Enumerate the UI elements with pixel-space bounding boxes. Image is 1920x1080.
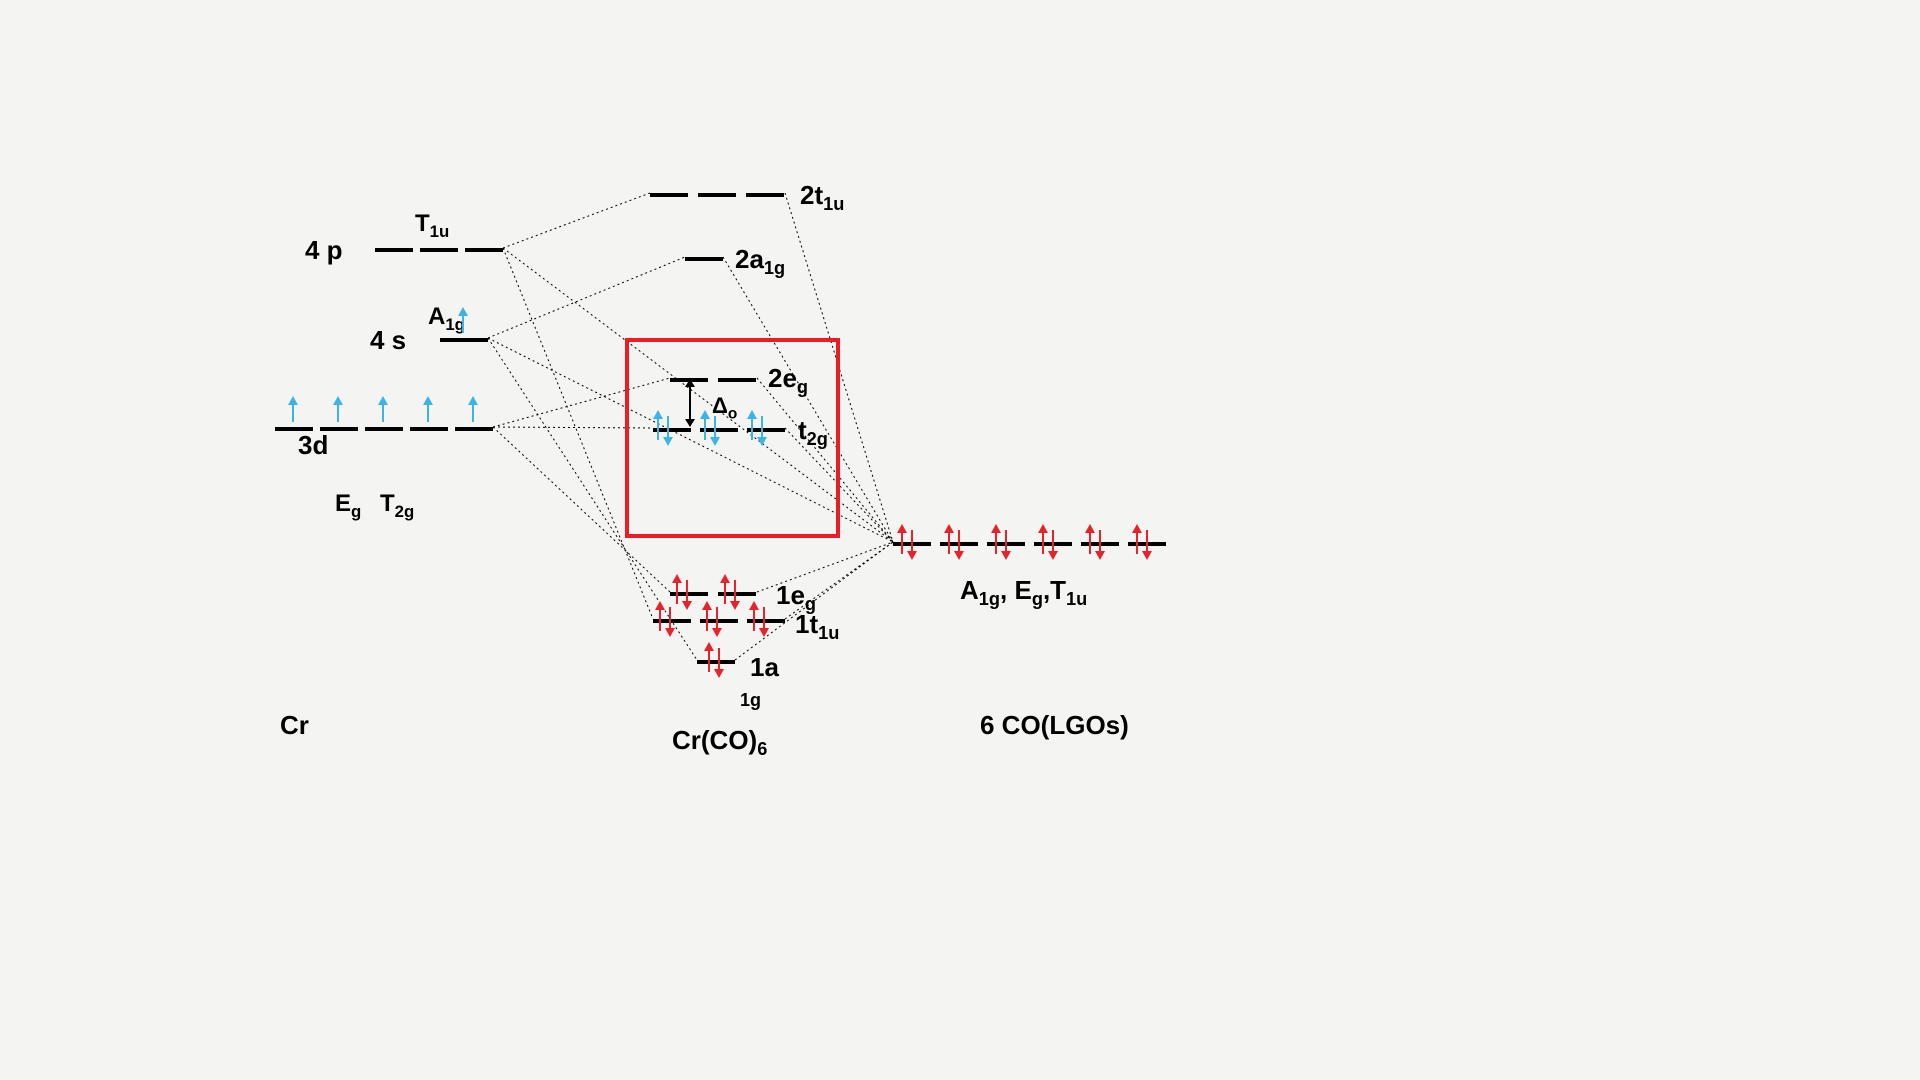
spin-up-arrow [337,397,339,427]
energy-level [465,248,503,252]
spin-down-arrow [958,525,960,559]
mo-label-1t1u: 1t1u [795,609,839,644]
energy-level [698,193,736,197]
energy-level [650,193,688,197]
spin-up-arrow [462,308,464,338]
spin-up-arrow [382,397,384,427]
mo-sub-1a1g: 1g [740,690,761,711]
energy-level [746,193,784,197]
energy-level [697,660,735,664]
spin-up-arrow [724,575,726,609]
spin-down-arrow [734,575,736,609]
spin-down-arrow [686,575,688,609]
spin-up-arrow [1089,525,1091,559]
spin-up-arrow [1042,525,1044,559]
spin-down-arrow [669,602,671,636]
correlation-line [488,257,685,338]
label-4p: 4 p [305,235,343,266]
spin-up-arrow [659,602,661,636]
symmetry-eg: Eg [335,490,361,522]
label-crco6: Cr(CO)6 [672,725,767,760]
energy-level [410,427,448,431]
spin-down-arrow [1005,525,1007,559]
label-3d: 3d [298,430,328,461]
spin-down-arrow [1146,525,1148,559]
spin-up-arrow [753,602,755,636]
spin-down-arrow [911,525,913,559]
mo-label-1a1g: 1a [750,652,779,683]
correlation-line [503,193,650,248]
spin-up-arrow [1136,525,1138,559]
energy-level [375,248,413,252]
label-6co: 6 CO(LGOs) [980,710,1129,741]
spin-down-arrow [1099,525,1101,559]
symmetry-t1u: T1u [415,210,449,242]
label-cr: Cr [280,710,309,741]
spin-down-arrow [763,602,765,636]
mo-label-2a1g: 2a1g [735,244,785,279]
energy-level [365,427,403,431]
spin-down-arrow [716,602,718,636]
spin-up-arrow [427,397,429,427]
mo-label-2t1u: 2t1u [800,180,844,215]
energy-level [440,338,488,342]
energy-level [420,248,458,252]
spin-up-arrow [676,575,678,609]
energy-level [685,257,723,261]
co-symmetry-labels: A1g, Eg,T1u [960,575,1087,610]
spin-up-arrow [472,397,474,427]
spin-down-arrow [1052,525,1054,559]
frontier-orbitals-box [625,338,840,538]
spin-up-arrow [708,643,710,677]
spin-up-arrow [292,397,294,427]
spin-up-arrow [948,525,950,559]
spin-up-arrow [901,525,903,559]
spin-up-arrow [995,525,997,559]
spin-up-arrow [706,602,708,636]
energy-level [455,427,493,431]
spin-down-arrow [718,643,720,677]
symmetry-t2g: T2g [380,490,414,522]
connector-lines [0,0,1920,1080]
label-4s: 4 s [370,325,406,356]
